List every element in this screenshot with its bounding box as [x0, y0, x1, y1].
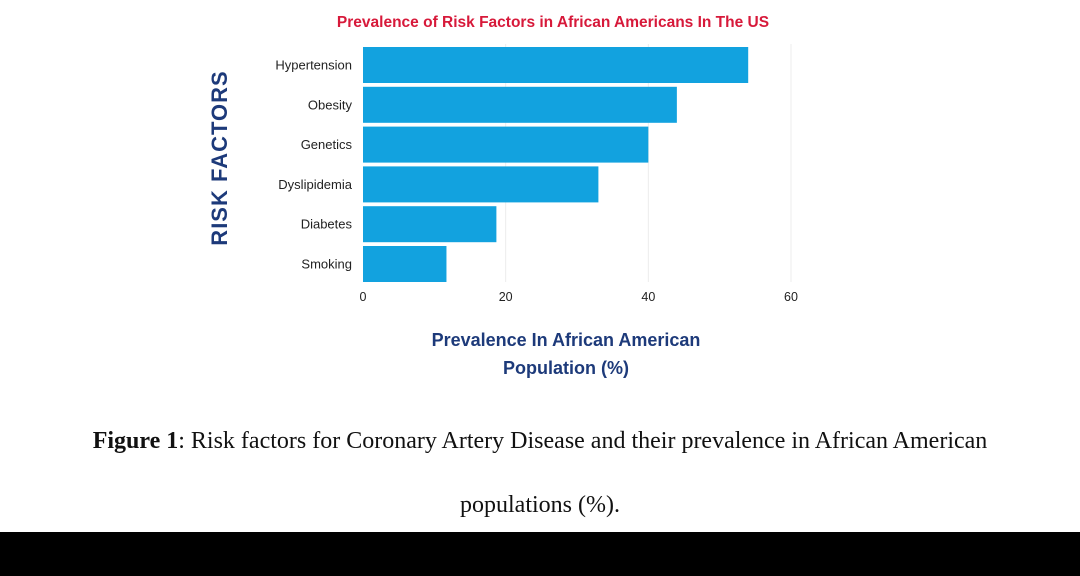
x-tick-label: 20	[499, 290, 513, 304]
y-axis-label: RISK FACTORS	[207, 70, 232, 245]
category-label-smoking: Smoking	[301, 257, 352, 272]
bars	[363, 47, 749, 282]
grid-lines	[505, 44, 792, 282]
bar-diabetes	[363, 206, 497, 243]
figure-caption-text: : Risk factors for Coronary Artery Disea…	[178, 428, 988, 454]
category-label-dyslipidemia: Dyslipidemia	[278, 177, 352, 192]
risk-factor-bar-chart: Prevalence of Risk Factors in African Am…	[207, 14, 798, 378]
x-tick-label: 40	[641, 290, 655, 304]
bottom-black-band	[0, 532, 1080, 576]
chart-title: Prevalence of Risk Factors in African Am…	[337, 14, 769, 31]
x-tick-label: 0	[360, 290, 367, 304]
x-axis-label-line-1: Prevalence In African American	[432, 330, 701, 350]
category-labels: Hypertension Obesity Genetics Dyslipidemia D…	[275, 58, 352, 272]
x-axis-ticks: 0 20 40 60	[360, 290, 798, 304]
figure-caption-line-2: populations (%).	[460, 492, 620, 518]
bar-obesity	[363, 86, 677, 123]
bar-smoking	[363, 246, 447, 282]
bar-dyslipidemia	[363, 166, 599, 203]
figure-caption-line-1: Figure 1: Risk factors for Coronary Arte…	[0, 428, 1080, 455]
category-label-hypertension: Hypertension	[275, 58, 352, 73]
x-tick-label: 60	[784, 290, 798, 304]
figure-label: Figure 1	[92, 428, 179, 454]
category-label-obesity: Obesity	[308, 97, 353, 112]
bar-hypertension	[363, 47, 749, 83]
bar-genetics	[363, 126, 649, 163]
category-label-diabetes: Diabetes	[301, 217, 353, 232]
x-axis-label-line-2: Population (%)	[503, 358, 629, 378]
category-label-genetics: Genetics	[301, 137, 353, 152]
